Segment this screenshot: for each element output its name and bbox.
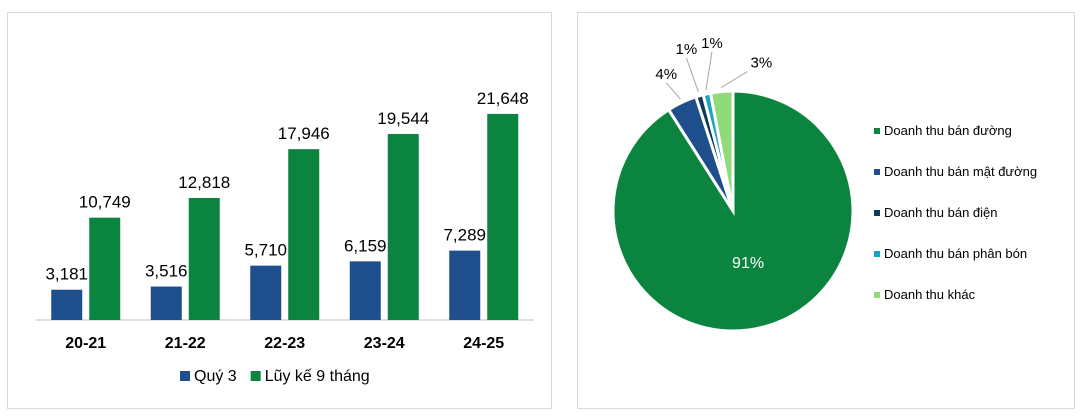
x-tick-label: 24-25 xyxy=(463,335,504,352)
legend-label: Quý 3 xyxy=(194,368,237,385)
legend-swatch xyxy=(874,292,880,298)
bar-luyke-21-22 xyxy=(188,197,220,320)
data-label: 3,181 xyxy=(45,265,88,284)
legend-swatch xyxy=(250,371,261,381)
pie-label: 1% xyxy=(701,35,723,52)
legend-swatch xyxy=(874,251,880,257)
data-label: 5,710 xyxy=(244,241,287,260)
x-tick-label: 21-22 xyxy=(165,335,206,352)
bar-quy3-23-24 xyxy=(349,261,381,320)
data-label: 12,818 xyxy=(178,173,230,192)
legend-swatch xyxy=(874,128,880,134)
bar-quy3-20-21 xyxy=(51,289,83,320)
pie-label: 1% xyxy=(676,41,698,58)
legend-swatch xyxy=(180,371,190,381)
data-label: 7,289 xyxy=(443,226,486,245)
pie-chart: 91% 4% 1% 1% 3% Doanh thu bán đường Doanh thu … xyxy=(611,35,1037,333)
bar-luyke-20-21 xyxy=(89,217,121,320)
pie-label: 91% xyxy=(732,255,764,272)
leader-line xyxy=(685,57,699,93)
x-tick-label: 20-21 xyxy=(65,335,106,352)
pie-slice-5 xyxy=(708,89,735,212)
data-label: 19,544 xyxy=(377,109,429,128)
data-label: 17,946 xyxy=(278,124,330,143)
data-label: 10,749 xyxy=(79,193,131,212)
bar-chart-panel: 3,181 10,749 20-21 3,516 12,818 21-22 5,710 17,… xyxy=(7,12,552,409)
pie-chart-panel: 91% 4% 1% 1% 3% Doanh thu bán đường Doanh thu … xyxy=(577,12,1075,409)
bar-chart: 3,181 10,749 20-21 3,516 12,818 21-22 5,710 17,… xyxy=(36,89,534,385)
bar-quy3-22-23 xyxy=(250,265,282,320)
legend-swatch xyxy=(874,169,880,175)
leader-line xyxy=(721,71,748,88)
data-label: 3,516 xyxy=(145,262,188,281)
legend-label: Doanh thu bán phân bón xyxy=(884,246,1027,261)
data-label: 6,159 xyxy=(344,236,387,255)
legend-swatch xyxy=(874,210,880,216)
x-tick-label: 23-24 xyxy=(364,335,405,352)
pie-label: 3% xyxy=(750,55,772,72)
legend-label: Doanh thu bán đường xyxy=(884,123,1012,138)
leader-line xyxy=(705,51,713,91)
pie-label: 4% xyxy=(655,66,677,83)
data-label: 21,648 xyxy=(477,89,529,108)
legend-label: Doanh thu khác xyxy=(884,287,976,302)
legend-label: Doanh thu bán điện xyxy=(884,205,997,220)
bar-luyke-23-24 xyxy=(387,133,419,320)
leader-line xyxy=(665,82,681,100)
bar-luyke-24-25 xyxy=(487,113,519,320)
bar-luyke-22-23 xyxy=(288,149,320,320)
legend-label: Lũy kế 9 tháng xyxy=(265,368,370,385)
legend-label: Doanh thu bán mật đường xyxy=(884,164,1037,179)
x-tick-label: 22-23 xyxy=(264,335,305,352)
bar-quy3-21-22 xyxy=(150,286,182,320)
bar-quy3-24-25 xyxy=(449,250,481,320)
